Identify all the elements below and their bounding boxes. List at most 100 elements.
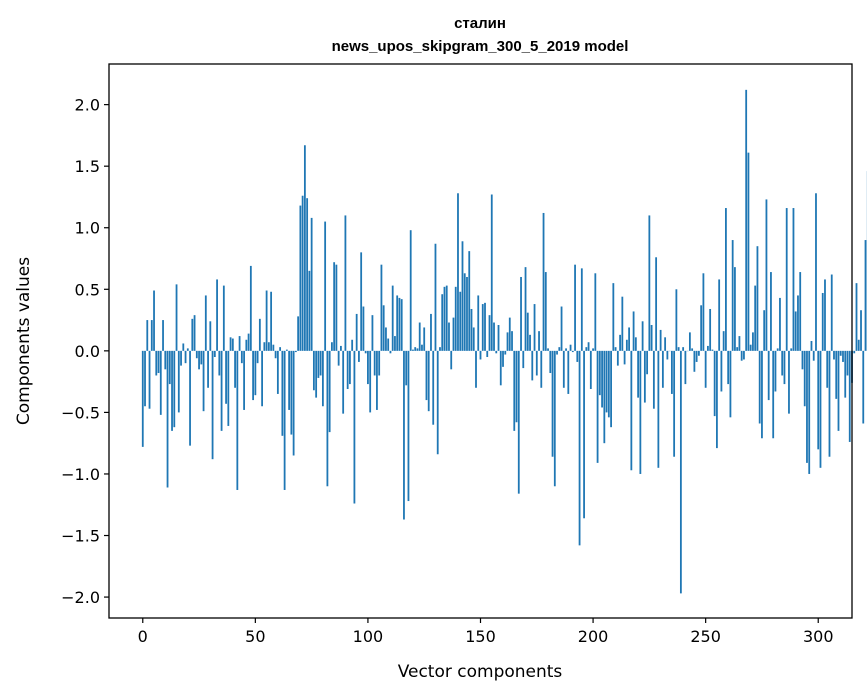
bar-104: [376, 350, 378, 410]
bar-70: [299, 205, 302, 351]
bar-238: [677, 347, 680, 351]
bar-17: [180, 350, 182, 366]
bar-270: [749, 344, 752, 351]
bar-174: [533, 304, 536, 351]
bar-85: [333, 262, 336, 351]
bar-288: [790, 348, 793, 351]
bar-222: [641, 321, 644, 351]
bar-259: [725, 208, 727, 351]
bar-72: [303, 145, 306, 351]
bar-118: [407, 350, 410, 502]
bar-1: [144, 350, 146, 407]
bar-12: [168, 350, 171, 385]
bar-260: [727, 350, 730, 385]
bar-175: [535, 350, 538, 376]
y-tick-label-3: −0.5: [61, 403, 100, 422]
bar-178: [542, 212, 545, 351]
bar-284: [781, 350, 784, 376]
bar-59: [274, 350, 277, 359]
bar-215: [625, 339, 628, 351]
bar-266: [740, 350, 743, 361]
y-tick-label-4: 0.0: [75, 342, 100, 361]
chart-title: сталин: [454, 15, 506, 32]
bar-125: [423, 327, 426, 351]
bar-306: [830, 274, 833, 351]
y-tick-label-8: 2.0: [75, 96, 100, 115]
bar-201: [594, 273, 597, 351]
bar-93: [351, 339, 354, 351]
bar-114: [398, 297, 401, 351]
bar-300: [817, 350, 820, 450]
bar-153: [486, 350, 489, 358]
bar-98: [362, 306, 365, 351]
bar-63: [283, 350, 286, 490]
y-tick-label-0: −2.0: [61, 588, 100, 607]
bar-231: [661, 350, 664, 388]
y-tick-label-2: −1.0: [61, 465, 100, 484]
bar-243: [688, 332, 691, 351]
bar-64: [285, 349, 288, 351]
bar-29: [207, 350, 209, 388]
bar-280: [772, 350, 775, 439]
bar-239: [679, 350, 682, 594]
bar-277: [765, 199, 768, 351]
bar-184: [556, 350, 558, 355]
bar-120: [412, 349, 414, 351]
bar-108: [385, 327, 387, 351]
bar-319: [860, 310, 862, 351]
bar-309: [837, 350, 840, 431]
bar-289: [792, 208, 795, 351]
bar-35: [220, 350, 223, 431]
bar-36: [222, 285, 225, 351]
bar-283: [779, 297, 781, 351]
bar-138: [452, 317, 455, 351]
bar-78: [317, 350, 320, 378]
bar-121: [414, 347, 417, 351]
bar-69: [297, 316, 300, 351]
bar-232: [664, 337, 667, 351]
bar-316: [853, 350, 856, 354]
bar-7: [157, 350, 160, 374]
bar-91: [346, 350, 349, 390]
bar-136: [448, 322, 450, 351]
bar-32: [213, 350, 216, 358]
bar-169: [522, 350, 525, 369]
bar-54: [263, 342, 266, 351]
bar-131: [436, 350, 439, 455]
bars: [141, 89, 867, 594]
bar-206: [605, 350, 608, 413]
chart-subtitle: news_upos_skipgram_300_5_2019 model: [332, 38, 629, 55]
x-tick-label-250: 250: [690, 627, 721, 646]
bar-212: [619, 334, 621, 351]
bar-186: [560, 306, 563, 351]
bar-134: [443, 286, 446, 351]
bar-299: [815, 193, 817, 351]
bar-205: [603, 350, 606, 444]
bar-287: [788, 350, 790, 414]
bar-130: [434, 243, 437, 351]
bar-211: [616, 350, 619, 366]
bar-142: [461, 241, 464, 351]
bar-20: [186, 348, 189, 351]
bar-161: [504, 350, 507, 355]
bar-139: [454, 286, 457, 351]
bar-26: [200, 350, 203, 365]
bar-152: [484, 302, 486, 351]
bar-16: [177, 350, 180, 413]
bar-273: [756, 246, 759, 351]
bar-19: [184, 350, 187, 364]
bar-143: [463, 273, 466, 351]
bar-189: [567, 350, 570, 394]
x-tick-label-100: 100: [353, 627, 384, 646]
bar-216: [628, 327, 630, 351]
bar-24: [195, 350, 198, 359]
bar-295: [806, 350, 808, 463]
bar-144: [466, 276, 468, 351]
bar-116: [403, 350, 405, 520]
bar-37: [225, 350, 227, 404]
bar-62: [281, 350, 284, 436]
bar-96: [358, 350, 360, 362]
bar-210: [614, 347, 617, 351]
bar-97: [360, 252, 363, 351]
